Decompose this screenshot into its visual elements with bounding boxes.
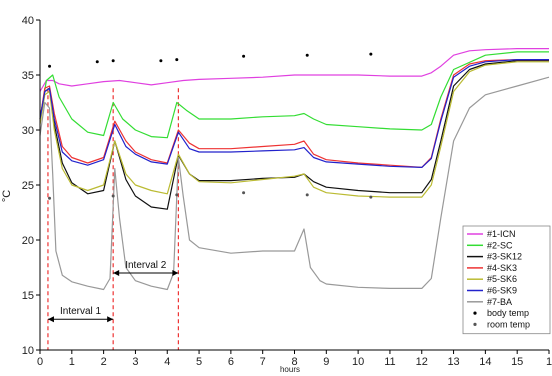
marker-point [305,193,309,197]
interval-label: Interval 1 [60,306,102,317]
temperature-markers [48,52,373,200]
legend-label: #2-SC [487,240,513,250]
x-axis-title: hours [280,365,300,374]
legend-label: room temp [487,319,530,329]
x-tick-label: 14 [479,356,491,368]
legend-label: #3-SK12 [487,252,522,262]
series-lines [39,47,550,291]
x-tick-label: 10 [352,356,364,368]
series-line [39,51,549,139]
legend-swatch [473,311,477,315]
x-tick-label: 5 [196,356,202,368]
marker-point [159,59,163,63]
legend-label: #7-BA [487,297,512,307]
x-tick-label: 2 [101,356,107,368]
x-tick-label: 7 [260,356,266,368]
x-tick-label: 8 [291,356,297,368]
marker-point [242,54,246,58]
series-line [39,76,550,291]
x-tick-label: 6 [228,356,234,368]
arrow-head-right [107,316,114,323]
interval-label: Interval 2 [125,260,167,271]
marker-point [111,194,115,198]
x-tick-label: 12 [416,356,428,368]
series-line [39,60,549,210]
marker-point [48,64,52,68]
legend-label: #5-SK6 [487,274,517,284]
legend: #1-ICN#2-SC #3-SK12#4-SK3#5-SK6 #6-SK9#7-B… [462,225,551,335]
y-tick-label: 40 [22,15,34,27]
y-tick-label: 30 [22,125,34,137]
marker-point [242,191,246,195]
y-tick-label: 15 [22,290,34,302]
marker-point [111,59,115,63]
marker-point [48,196,52,200]
arrow-head-right [172,270,179,276]
x-tick-label: 13 [447,356,459,368]
interval-annotations: Interval 1 Interval 2 [47,260,179,323]
y-axis-title: °C [1,190,13,202]
x-tick-label: 0 [37,356,43,368]
x-tick-label: 9 [323,356,329,368]
arrow-head-left [47,316,54,323]
series-line [39,61,549,198]
x-tick-label: 11 [384,356,395,368]
legend-swatch [473,322,477,326]
legend-label: #1-ICN [487,229,516,239]
y-tick-label: 25 [22,180,34,192]
y-tick-label: 10 [22,345,34,357]
legend-label: body temp [487,308,529,318]
x-tick-label: 1 [69,356,75,368]
y-tick-label: 35 [22,70,34,82]
legend-label: #6-SK9 [487,286,517,296]
legend-label: #4-SK3 [487,263,517,273]
x-tick-label: 1 [546,356,552,368]
marker-point [305,53,309,57]
marker-point [369,195,373,199]
series-line [39,47,549,92]
marker-point [175,193,179,197]
arrow-head-left [113,270,120,276]
marker-point [95,60,99,64]
x-tick-label: 3 [132,356,138,368]
marker-point [369,52,373,56]
series-line [39,58,549,168]
y-tick-label: 20 [22,235,34,247]
x-tick-label: 15 [511,356,523,368]
marker-point [175,58,179,62]
x-tick-label: 4 [164,356,170,368]
